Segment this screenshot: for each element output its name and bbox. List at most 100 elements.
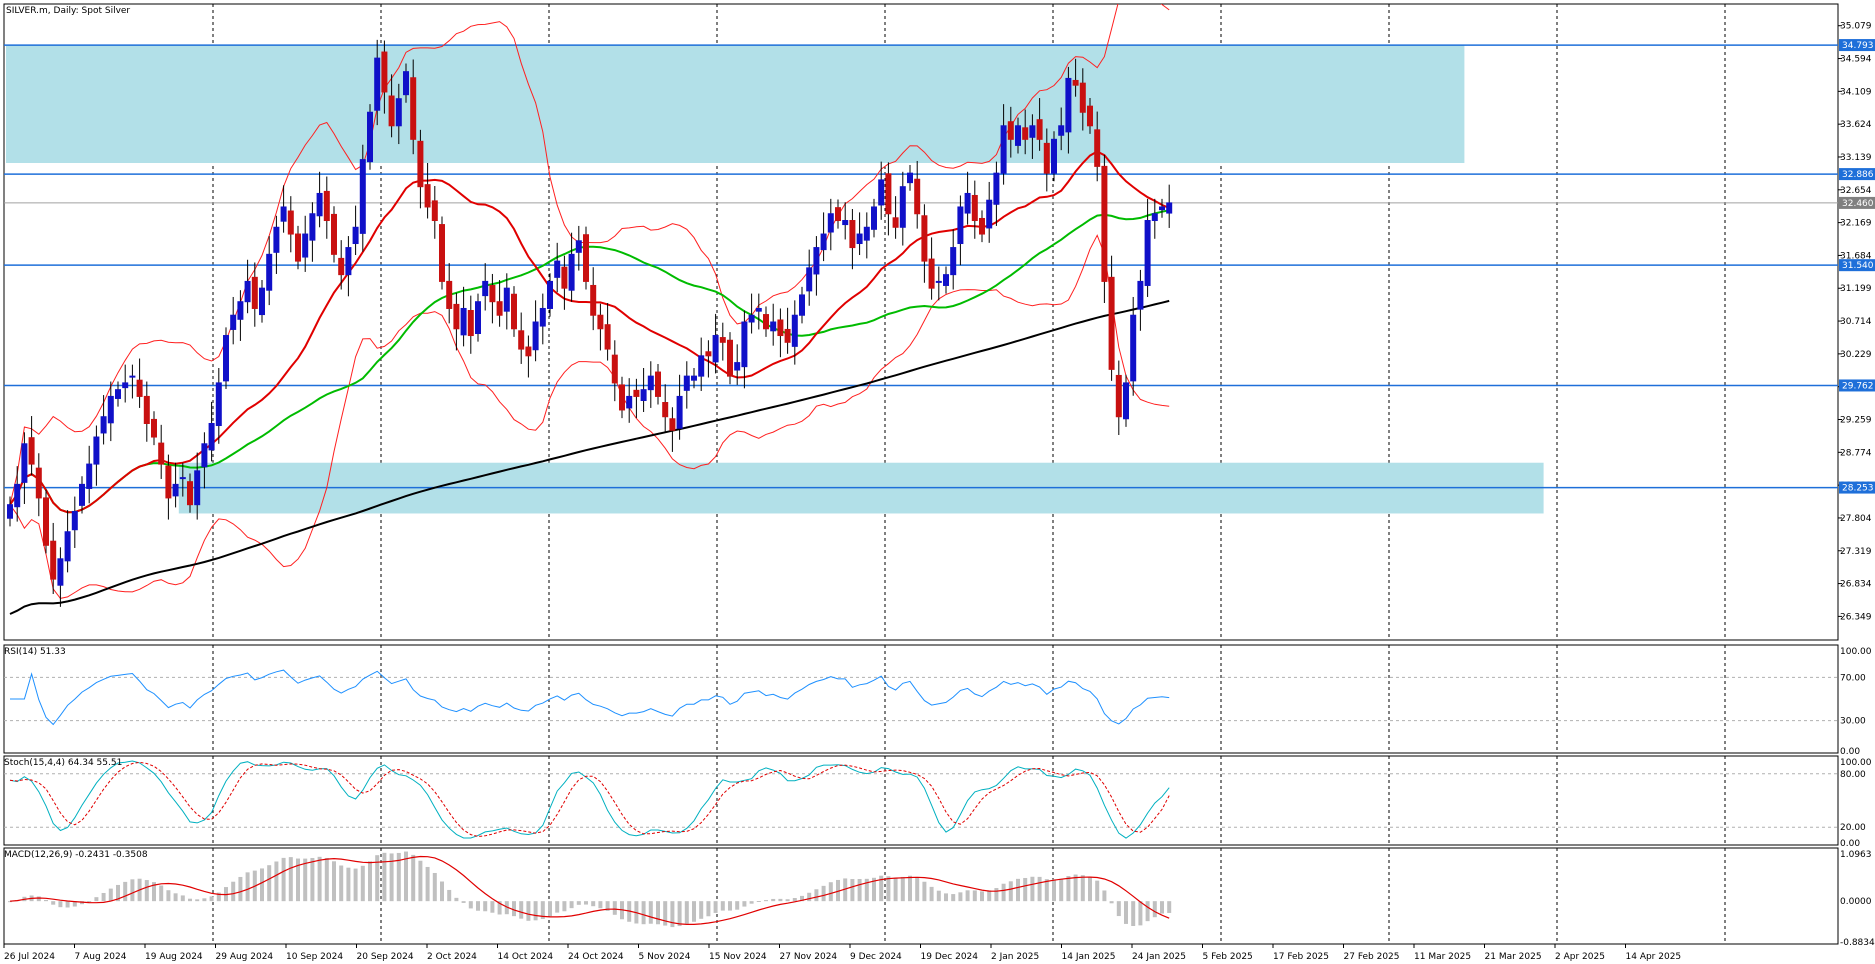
candle-body[interactable] bbox=[208, 422, 215, 451]
candle-body[interactable] bbox=[194, 470, 201, 506]
candle-body[interactable] bbox=[770, 321, 777, 332]
candle-body[interactable] bbox=[417, 140, 424, 188]
candle-body[interactable] bbox=[511, 293, 517, 330]
candle-body[interactable] bbox=[712, 335, 719, 363]
candle-body[interactable] bbox=[763, 314, 769, 330]
candle-body[interactable] bbox=[1101, 165, 1108, 282]
candle-body[interactable] bbox=[251, 276, 258, 309]
candle-body[interactable] bbox=[1065, 77, 1072, 133]
candle-body[interactable] bbox=[381, 51, 388, 93]
candle-body[interactable] bbox=[806, 267, 813, 292]
candle-body[interactable] bbox=[201, 443, 208, 468]
candle-body[interactable] bbox=[820, 233, 827, 251]
candle-body[interactable] bbox=[554, 260, 561, 278]
candle-body[interactable] bbox=[691, 375, 697, 381]
candle-body[interactable] bbox=[338, 257, 345, 276]
candle-body[interactable] bbox=[345, 247, 352, 276]
candle-body[interactable] bbox=[28, 437, 35, 465]
candle-body[interactable] bbox=[748, 314, 755, 323]
candle-body[interactable] bbox=[1144, 220, 1151, 286]
candle-body[interactable] bbox=[590, 284, 597, 316]
candle-body[interactable] bbox=[950, 247, 957, 276]
candle-body[interactable] bbox=[403, 71, 409, 96]
candle-body[interactable] bbox=[856, 233, 863, 245]
candle-body[interactable] bbox=[734, 362, 741, 371]
rsi-pane[interactable]: 100.00 70.00 30.00 0.00 bbox=[3, 644, 1872, 757]
candle-body[interactable] bbox=[928, 258, 935, 289]
candle-body[interactable] bbox=[921, 215, 928, 262]
price-pane[interactable]: 35.079 34.594 34.109 33.624 33.139 32.654 32.1… bbox=[3, 0, 1875, 944]
candle-body[interactable] bbox=[979, 217, 985, 235]
candle-body[interactable] bbox=[1051, 138, 1057, 174]
candle-body[interactable] bbox=[107, 395, 114, 424]
candle-body[interactable] bbox=[597, 314, 604, 330]
candle-body[interactable] bbox=[57, 558, 64, 586]
candle-body[interactable] bbox=[482, 280, 489, 297]
candle-body[interactable] bbox=[50, 540, 57, 580]
candle-body[interactable] bbox=[266, 253, 273, 291]
candle-body[interactable] bbox=[655, 371, 661, 397]
candle-body[interactable] bbox=[453, 303, 460, 330]
candle-body[interactable] bbox=[439, 224, 445, 282]
candle-body[interactable] bbox=[309, 213, 316, 241]
candle-body[interactable] bbox=[1072, 79, 1079, 86]
candle-body[interactable] bbox=[914, 178, 921, 215]
candle-body[interactable] bbox=[1036, 119, 1043, 140]
candle-body[interactable] bbox=[698, 355, 705, 377]
candle-body[interactable] bbox=[547, 280, 553, 309]
candle-body[interactable] bbox=[280, 206, 287, 222]
candle-body[interactable] bbox=[719, 337, 726, 343]
candle-body[interactable] bbox=[633, 389, 640, 397]
candle-body[interactable] bbox=[993, 172, 1000, 205]
candle-body[interactable] bbox=[1115, 374, 1122, 418]
candle-body[interactable] bbox=[727, 339, 733, 377]
candle-body[interactable] bbox=[1108, 276, 1115, 370]
candle-body[interactable] bbox=[626, 395, 633, 409]
candle-body[interactable] bbox=[835, 207, 841, 222]
candle-body[interactable] bbox=[676, 395, 683, 429]
candle-body[interactable] bbox=[244, 280, 251, 303]
candle-body[interactable] bbox=[532, 321, 539, 351]
candle-body[interactable] bbox=[619, 384, 625, 411]
candle-body[interactable] bbox=[1130, 314, 1137, 382]
candle-body[interactable] bbox=[71, 510, 78, 531]
candle-body[interactable] bbox=[583, 234, 589, 282]
candle-body[interactable] bbox=[611, 354, 618, 384]
candle-body[interactable] bbox=[295, 233, 301, 262]
candle-body[interactable] bbox=[813, 247, 820, 275]
candle-body[interactable] bbox=[316, 192, 323, 217]
candle-body[interactable] bbox=[431, 200, 438, 222]
candle-body[interactable] bbox=[791, 314, 798, 347]
candle-body[interactable] bbox=[21, 443, 28, 483]
candle-body[interactable] bbox=[446, 280, 453, 309]
candle-body[interactable] bbox=[237, 301, 244, 320]
candle-body[interactable] bbox=[1015, 125, 1021, 146]
candle-body[interactable] bbox=[122, 382, 129, 389]
candle-body[interactable] bbox=[158, 442, 165, 465]
candle-body[interactable] bbox=[359, 159, 366, 234]
candle-body[interactable] bbox=[1007, 121, 1014, 140]
candle-body[interactable] bbox=[683, 375, 690, 391]
candle-body[interactable] bbox=[777, 319, 784, 337]
candle-body[interactable] bbox=[964, 192, 971, 214]
candle-body[interactable] bbox=[871, 206, 877, 230]
candle-body[interactable] bbox=[892, 217, 899, 228]
candle-body[interactable] bbox=[187, 481, 193, 506]
candle-body[interactable] bbox=[827, 213, 834, 233]
candle-body[interactable] bbox=[907, 172, 913, 184]
candle-body[interactable] bbox=[165, 465, 172, 499]
candle-body[interactable] bbox=[14, 483, 21, 508]
candle-body[interactable] bbox=[129, 375, 136, 378]
candle-body[interactable] bbox=[323, 190, 330, 222]
candle-body[interactable] bbox=[43, 497, 49, 546]
candle-body[interactable] bbox=[539, 307, 546, 327]
candle-body[interactable] bbox=[1159, 206, 1165, 211]
candle-body[interactable] bbox=[223, 335, 229, 382]
candle-body[interactable] bbox=[352, 226, 359, 245]
candle-body[interactable] bbox=[518, 330, 525, 350]
candle-body[interactable] bbox=[115, 389, 121, 399]
candle-body[interactable] bbox=[460, 307, 467, 336]
candle-body[interactable] bbox=[259, 287, 265, 316]
candle-body[interactable] bbox=[172, 483, 179, 497]
